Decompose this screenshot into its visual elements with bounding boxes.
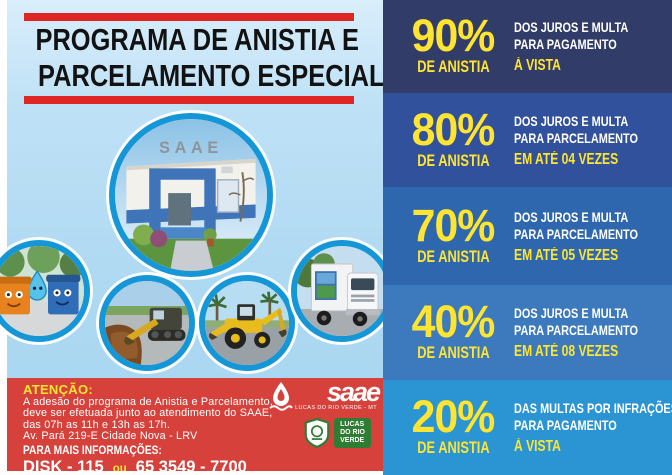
- offer-desc-line: DOS JUROS E MULTA: [514, 305, 629, 321]
- offer-label: DE ANISTIA: [416, 344, 490, 362]
- offer-80-percent: 80% DE ANISTIA DOS JUROS E MULTA PARA PA…: [383, 93, 672, 187]
- offer-desc-line: PARA PAGAMENTO: [514, 36, 617, 52]
- saae-logo-subtitle: LUCAS DO RIO VERDE - MT: [295, 405, 377, 411]
- offer-percent: 40%: [411, 296, 496, 347]
- title-top-rule: [24, 13, 354, 21]
- offer-percent: 90%: [411, 10, 496, 61]
- attention-text-column: ATENÇÃO: A adesão do programa de Anistia…: [23, 382, 281, 475]
- offer-desc-highlight: À VISTA: [514, 438, 561, 455]
- or-label: ou: [112, 463, 127, 475]
- offer-desc-line: DOS JUROS E MULTA: [514, 19, 629, 35]
- offer-percent: 70%: [411, 199, 496, 251]
- saae-logo-wordmark: saae: [326, 377, 381, 407]
- offer-desc-line: PARA PAGAMENTO: [514, 417, 617, 433]
- offer-40-percent: 40% DE ANISTIA DOS JUROS E MULTA PARA PA…: [383, 285, 672, 380]
- offers-panel: 90% DE ANISTIA DOS JUROS E MULTA PARA PA…: [383, 0, 672, 475]
- excavator-digging-photo: [99, 275, 195, 371]
- offer-desc-highlight: EM ATÉ 04 VEZES: [514, 150, 619, 168]
- offer-label: DE ANISTIA: [416, 439, 490, 457]
- attention-line: Av. Pará 219-E Cidade Nova - LRV: [23, 429, 198, 442]
- page-title-line2: PARCELAMENTO ESPECIAL: [38, 58, 385, 93]
- offer-desc-line: PARA PARCELAMENTO: [514, 129, 638, 146]
- offer-label: DE ANISTIA: [416, 151, 490, 170]
- offer-percent: 80%: [411, 103, 496, 155]
- offer-desc-line: PARA PARCELAMENTO: [514, 225, 638, 242]
- building-illustration: SAAE: [115, 119, 267, 271]
- offer-desc-highlight: À VISTA: [514, 57, 561, 74]
- saae-logo: saae LUCAS DO RIO VERDE - MT: [263, 377, 381, 411]
- garbage-truck-photo: [291, 240, 393, 342]
- offer-desc-line: DOS JUROS E MULTA: [514, 112, 629, 129]
- phone-row: DISK - 115 ou 65 3549 - 7700: [23, 458, 281, 475]
- city-logo-row: LUCAS DO RIO VERDE: [263, 417, 379, 449]
- saae-building-photo: SAAE: [109, 113, 273, 277]
- more-info-label: PARA MAIS INFORMAÇÕES:: [23, 443, 162, 458]
- city-coat-of-arms-icon: [304, 417, 330, 449]
- dumpsters-mascots-photo: [0, 240, 90, 342]
- disk-number: DISK - 115: [23, 458, 104, 475]
- excavator-illustration: [105, 281, 189, 365]
- attention-heading: ATENÇÃO:: [23, 382, 94, 397]
- attention-info-box: ATENÇÃO: A adesão do programa de Anistia…: [7, 377, 383, 475]
- offer-desc-line: DAS MULTAS POR INFRAÇÕES: [514, 400, 672, 416]
- offer-label: DE ANISTIA: [416, 58, 490, 76]
- bottom-white-border: [0, 471, 383, 475]
- offer-percent: 20%: [411, 391, 496, 442]
- left-white-border: [0, 0, 7, 475]
- truck-illustration: [297, 246, 387, 336]
- attention-line: A adesão do programa de Anistia e Parcel…: [23, 396, 274, 408]
- offer-label: DE ANISTIA: [416, 247, 490, 266]
- attention-line: deve ser efetuada junto ao atendimento d…: [23, 407, 273, 420]
- phone-number: 65 3549 - 7700: [135, 458, 247, 475]
- offer-90-percent: 90% DE ANISTIA DOS JUROS E MULTA PARA PA…: [383, 0, 672, 93]
- offer-desc-highlight: EM ATÉ 08 VEZES: [514, 343, 619, 360]
- building-sign-text: SAAE: [159, 139, 223, 157]
- water-drop-icon: [269, 382, 293, 411]
- page-title-line1: PROGRAMA DE ANISTIA E: [35, 22, 359, 57]
- backhoe-loader-photo: [199, 275, 295, 371]
- offer-desc-line: PARA PARCELAMENTO: [514, 322, 638, 338]
- dumpsters-illustration: [0, 246, 84, 336]
- offer-70-percent: 70% DE ANISTIA DOS JUROS E MULTA PARA PA…: [383, 187, 672, 285]
- offer-desc-line: DOS JUROS E MULTA: [514, 208, 629, 225]
- attention-line: das 07h as 11h e 13h as 17h.: [23, 418, 171, 431]
- city-name-badge: LUCAS DO RIO VERDE: [334, 418, 371, 448]
- backhoe-illustration: [205, 281, 289, 365]
- title-bottom-rule: [24, 96, 354, 104]
- offer-desc-highlight: EM ATÉ 05 VEZES: [514, 246, 619, 264]
- offer-20-percent: 20% DE ANISTIA DAS MULTAS POR INFRAÇÕES …: [383, 380, 672, 475]
- logos-column: saae LUCAS DO RIO VERDE - MT LUCAS DO RI…: [263, 377, 381, 449]
